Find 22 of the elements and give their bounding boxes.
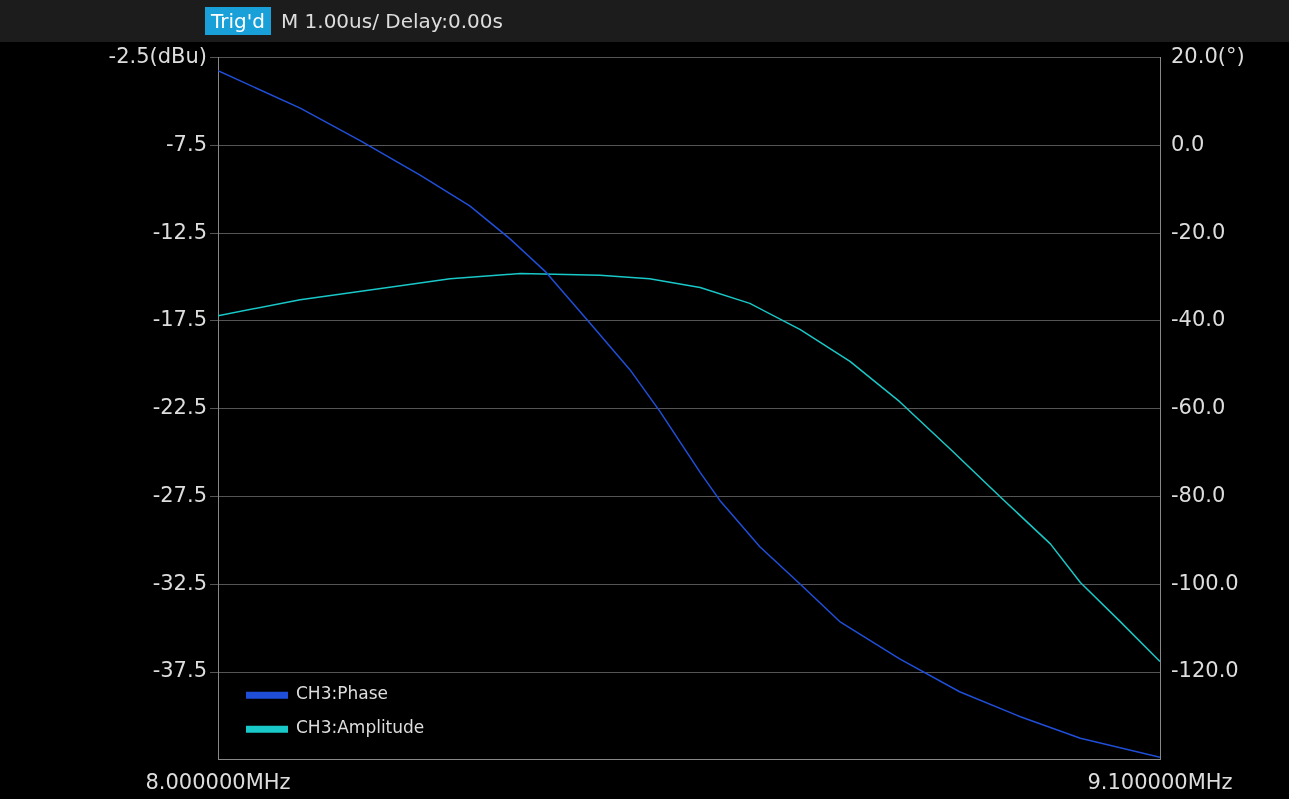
y-tick-label: -17.5 [152,307,207,332]
y2-tick-label: -40.0 [1171,307,1226,332]
y-tick-label: -37.5 [152,658,207,683]
y2-tick-label: -100.0 [1171,570,1239,595]
y-tick-label: -22.5 [152,395,207,420]
y-tick-label: -12.5 [152,219,207,244]
y2-tick-label: -80.0 [1171,482,1226,507]
y-tick-label: -2.5(dBu) [108,44,207,69]
y2-tick-label: 20.0(°) [1171,44,1245,69]
x-tick-label: 9.100000MHz [1087,769,1233,794]
y2-tick-label: -120.0 [1171,658,1239,683]
legend-label: CH3:Amplitude [296,717,425,738]
y-tick-label: -32.5 [152,570,207,595]
x-tick-label: 8.000000MHz [145,769,291,794]
text: Trig'd [205,7,271,35]
legend-label: CH3:Phase [296,683,388,704]
y-tick-label: -27.5 [152,482,207,507]
y2-tick-label: -20.0 [1171,219,1226,244]
y2-tick-label: 0.0 [1171,131,1205,156]
text: M 1.00us/ Delay:0.00s [280,9,503,33]
y-tick-label: -7.5 [166,131,207,156]
y2-tick-label: -60.0 [1171,395,1226,420]
